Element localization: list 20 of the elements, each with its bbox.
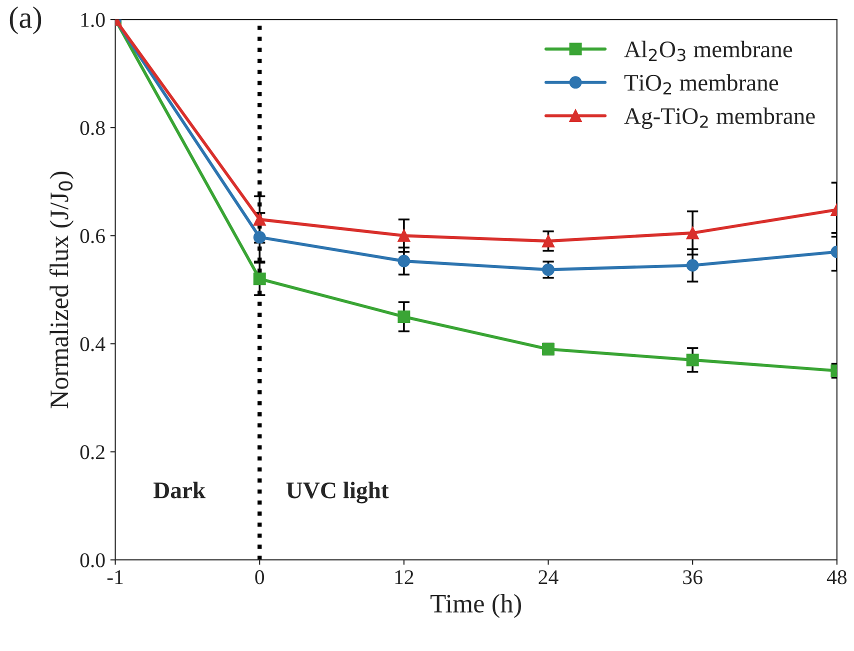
x-tick-label: 12: [395, 570, 414, 584]
legend-label: TiO$_{2}$ membrane: [624, 74, 778, 94]
y-tick-label: 0.6: [80, 229, 105, 244]
annotation: UVC light: [286, 482, 389, 504]
y-tick-label: 0.4: [80, 337, 106, 352]
y-tick-label: 0.8: [80, 120, 105, 136]
legend-label: Al$_{2}$O$_{3}$ membrane: [624, 40, 792, 62]
y-tick-label: 0.2: [80, 445, 104, 460]
annotation: Dark: [154, 482, 206, 498]
y-tick-label: 0.0: [80, 553, 105, 568]
x-tick-label: 24: [538, 570, 558, 584]
text: (a): [10, 6, 42, 34]
x-tick-label: -1: [107, 570, 123, 584]
x-tick-label: 0: [255, 570, 264, 584]
y-tick-label: 1.0: [81, 12, 105, 28]
x-axis-title: Time (h): [430, 594, 522, 618]
x-tick-label: 48: [826, 570, 847, 584]
legend-label: Ag-TiO$_{2}$ membrane: [624, 108, 815, 129]
x-tick-label: 36: [683, 570, 702, 584]
y-axis-title: Normalized flux (J/J$_{0}$): [49, 172, 74, 408]
